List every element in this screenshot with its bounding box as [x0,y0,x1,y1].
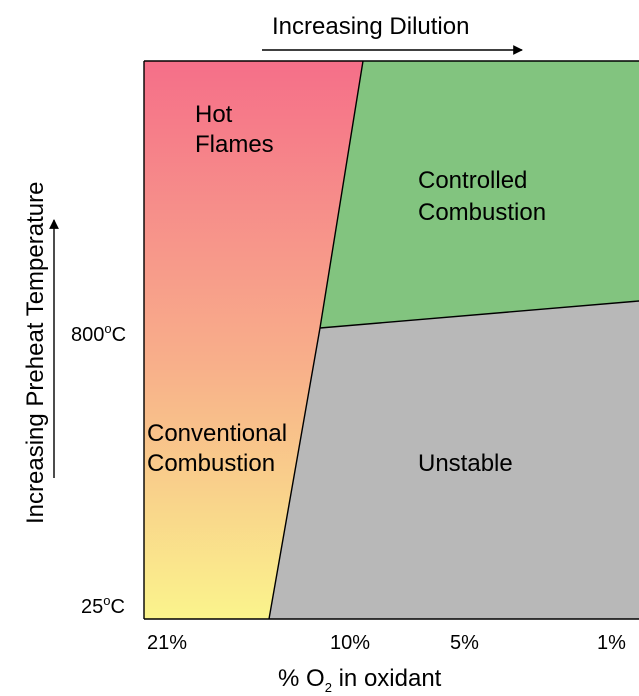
x-tick-5-percent: 5% [450,632,479,654]
x-axis-label: % O2 in oxidant [278,665,442,695]
y-tick-800c: 800oC [71,321,126,346]
region-boundary-horizontal [319,300,639,329]
dilution-arrow-label: Increasing Dilution [272,13,469,40]
hot-flames-label: Hot Flames [195,101,274,158]
x-tick-21-percent: 21% [147,632,187,654]
preheat-arrow-label: Increasing Preheat Temperature [22,182,49,524]
unstable-region [269,301,639,619]
conventional-combustion-label: Conventional Combustion [147,420,294,477]
x-tick-10-percent: 10% [330,632,370,654]
controlled-combustion-region [320,61,639,328]
unstable-label: Unstable [418,450,513,477]
controlled-combustion-label: Controlled Combustion [418,167,546,226]
y-tick-25c: 25oC [81,593,125,618]
hot-conventional-region [144,61,363,619]
x-tick-1-percent: 1% [597,632,626,654]
